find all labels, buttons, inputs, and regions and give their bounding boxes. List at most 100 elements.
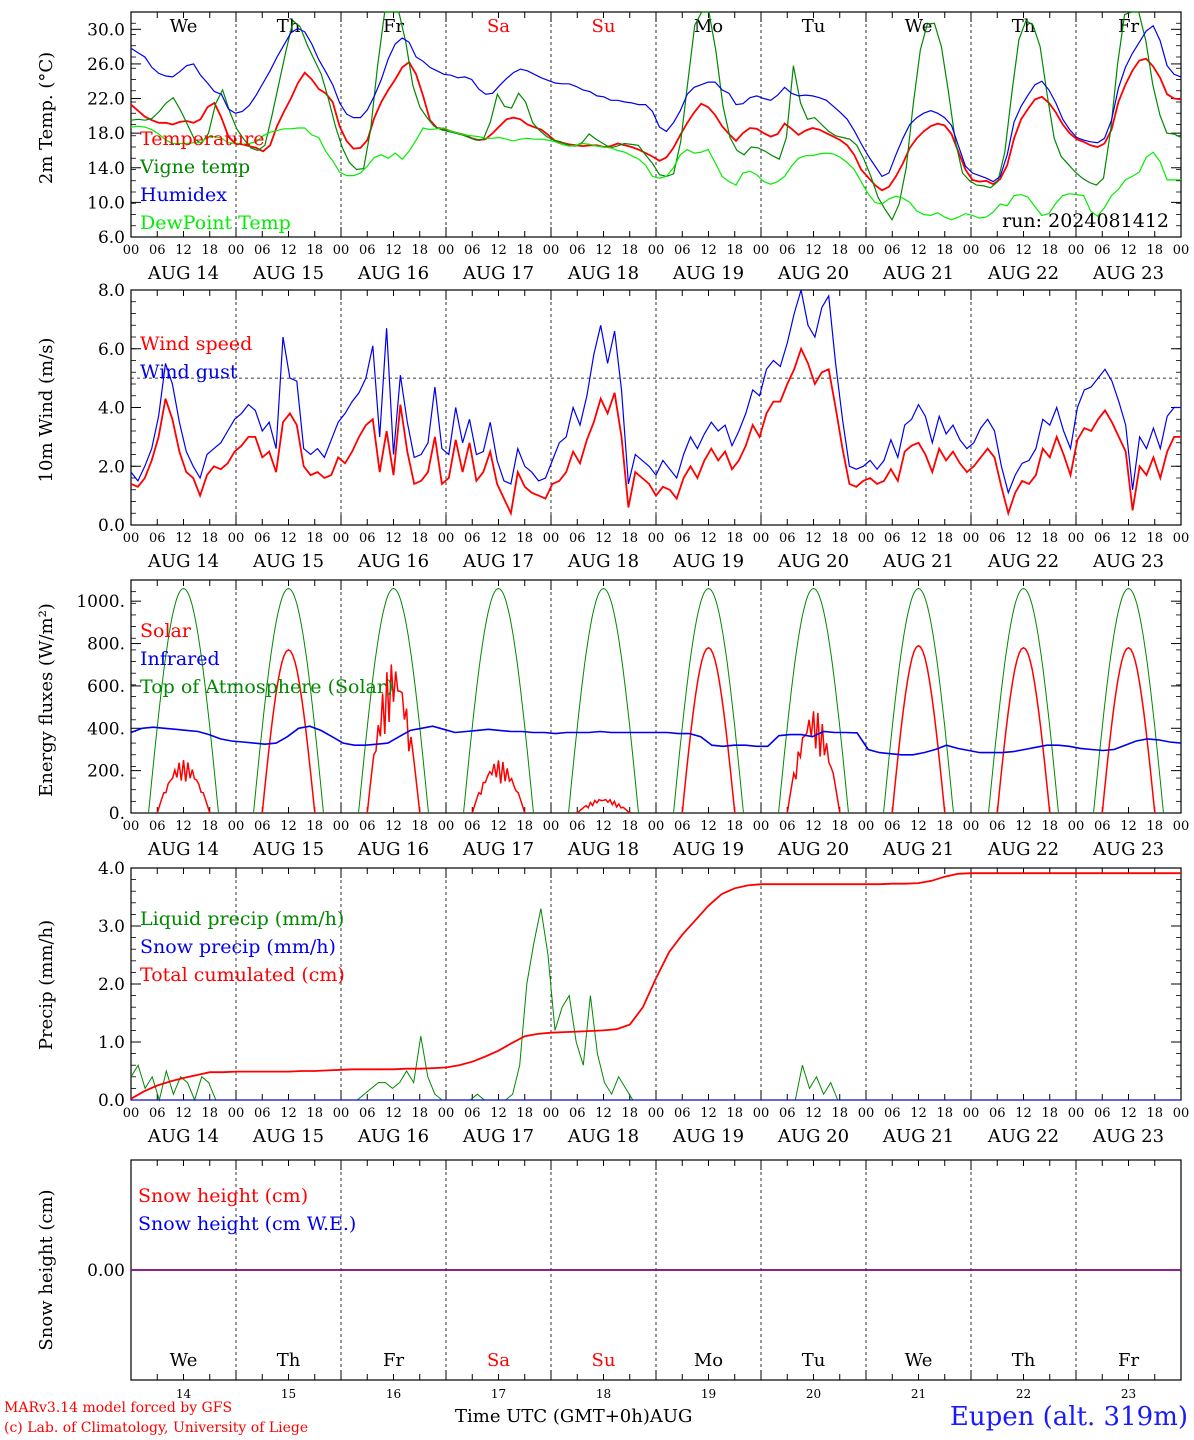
- hour-tick-label: 00: [228, 243, 245, 258]
- solar-cycle: [366, 664, 421, 814]
- toa-solar-cycle: [778, 587, 849, 814]
- y-tick-label: 600.: [87, 677, 125, 697]
- hour-tick-label: 12: [700, 819, 717, 834]
- hour-tick-label: 06: [359, 819, 376, 834]
- hour-tick-label: 00: [648, 531, 665, 546]
- day-label: AUG 18: [567, 263, 639, 284]
- day-label: AUG 14: [147, 263, 219, 284]
- station-name: Eupen (alt. 319m): [949, 1402, 1188, 1432]
- day-label: AUG 16: [357, 263, 429, 284]
- toa-solar-cycle: [988, 587, 1059, 814]
- hour-tick-label: 06: [149, 819, 166, 834]
- day-label: AUG 19: [672, 551, 744, 572]
- hour-tick-label: 18: [726, 531, 743, 546]
- day-number: 18: [596, 1387, 611, 1401]
- hour-tick-label: 18: [621, 819, 638, 834]
- solar-cycle: [1101, 646, 1156, 814]
- hour-tick-label: 18: [936, 819, 953, 834]
- weekday-name: Tu: [802, 1350, 826, 1371]
- hour-tick-label: 06: [569, 819, 586, 834]
- series-1-1: [130, 346, 1181, 517]
- toa-solar-cycle: [568, 587, 639, 814]
- day-label: AUG 22: [987, 1126, 1059, 1147]
- weekday-name: Mo: [694, 1350, 723, 1371]
- solar-cycle: [891, 644, 946, 814]
- day-label: AUG 20: [777, 1126, 849, 1147]
- hour-tick-label: 00: [228, 1106, 245, 1121]
- solar-cycle: [681, 646, 736, 814]
- hour-tick-label: 00: [963, 1106, 980, 1121]
- hour-tick-label: 06: [149, 531, 166, 546]
- solar-cycle: [471, 760, 526, 814]
- hour-tick-label: 18: [936, 243, 953, 258]
- legend-entry: Snow height (cm): [138, 1185, 308, 1207]
- hour-tick-label: 18: [516, 819, 533, 834]
- hour-tick-label: 12: [595, 819, 612, 834]
- infrared-line: [130, 725, 1182, 756]
- y-tick-label: 4.0: [98, 859, 125, 879]
- y-tick-label: 0.0: [98, 1091, 125, 1111]
- weekday-name: Fr: [383, 1350, 404, 1371]
- day-label: AUG 20: [777, 839, 849, 860]
- hour-tick-label: 00: [543, 819, 560, 834]
- day-label: AUG 17: [462, 839, 534, 860]
- y-tick-label: 0.: [109, 804, 125, 824]
- hour-tick-label: 00: [1173, 819, 1190, 834]
- hour-tick-label: 12: [175, 819, 192, 834]
- hour-tick-label: 00: [333, 1106, 350, 1121]
- legend-entry: Snow precip (mm/h): [140, 936, 336, 958]
- hour-tick-label: 18: [621, 531, 638, 546]
- y-tick-label: 22.0: [87, 90, 125, 110]
- hour-tick-label: 12: [175, 531, 192, 546]
- series-0-1: [130, 57, 1182, 192]
- day-label: AUG 19: [672, 1126, 744, 1147]
- hour-tick-label: 18: [936, 1106, 953, 1121]
- weekday-name: We: [905, 1350, 933, 1371]
- hour-tick-label: 18: [516, 1106, 533, 1121]
- hour-tick-label: 00: [858, 1106, 875, 1121]
- hour-tick-label: 06: [779, 531, 796, 546]
- hour-tick-label: 12: [595, 243, 612, 258]
- weekday-name: Th: [277, 1350, 301, 1371]
- series-0-3: [130, 24, 1182, 183]
- y-axis-label: 2m Temp. (°C): [36, 52, 57, 184]
- hour-tick-label: 06: [1094, 243, 1111, 258]
- day-label: AUG 16: [357, 551, 429, 572]
- hour-tick-label: 18: [411, 531, 428, 546]
- legend-entry: DewPoint Temp: [140, 212, 291, 234]
- day-label: AUG 19: [672, 839, 744, 860]
- day-label: AUG 23: [1092, 1126, 1164, 1147]
- hour-tick-label: 18: [1146, 531, 1163, 546]
- hour-tick-label: 12: [490, 1106, 507, 1121]
- day-label: AUG 21: [882, 1126, 954, 1147]
- hour-tick-label: 00: [438, 1106, 455, 1121]
- hour-tick-label: 00: [648, 819, 665, 834]
- hour-tick-label: 06: [989, 1106, 1006, 1121]
- hour-tick-label: 12: [595, 531, 612, 546]
- precip-series-3: [130, 872, 1181, 1100]
- day-number: 16: [386, 1387, 401, 1401]
- legend-entry: Humidex: [140, 184, 227, 206]
- hour-tick-label: 12: [1015, 819, 1032, 834]
- y-tick-label: 18.0: [87, 124, 125, 144]
- y-tick-label: 400.: [87, 719, 125, 739]
- y-tick-label: 8.0: [98, 281, 125, 301]
- weekday-name: We: [170, 1350, 198, 1371]
- hour-tick-label: 06: [779, 1106, 796, 1121]
- toa-solar-cycle: [463, 587, 534, 814]
- hour-tick-label: 18: [306, 819, 323, 834]
- hour-tick-label: 06: [779, 819, 796, 834]
- day-label: AUG 15: [252, 263, 324, 284]
- hour-tick-label: 18: [1146, 1106, 1163, 1121]
- hour-tick-label: 12: [910, 819, 927, 834]
- hour-tick-label: 12: [1120, 819, 1137, 834]
- hour-tick-label: 06: [569, 531, 586, 546]
- hour-tick-label: 18: [411, 819, 428, 834]
- hour-tick-label: 18: [1041, 243, 1058, 258]
- solar-cycle: [786, 711, 841, 814]
- weekday-name: Mo: [694, 16, 723, 37]
- lab-credit: (c) Lab. of Climatology, University of L…: [4, 1420, 309, 1436]
- hour-tick-label: 18: [201, 243, 218, 258]
- hour-tick-label: 18: [201, 531, 218, 546]
